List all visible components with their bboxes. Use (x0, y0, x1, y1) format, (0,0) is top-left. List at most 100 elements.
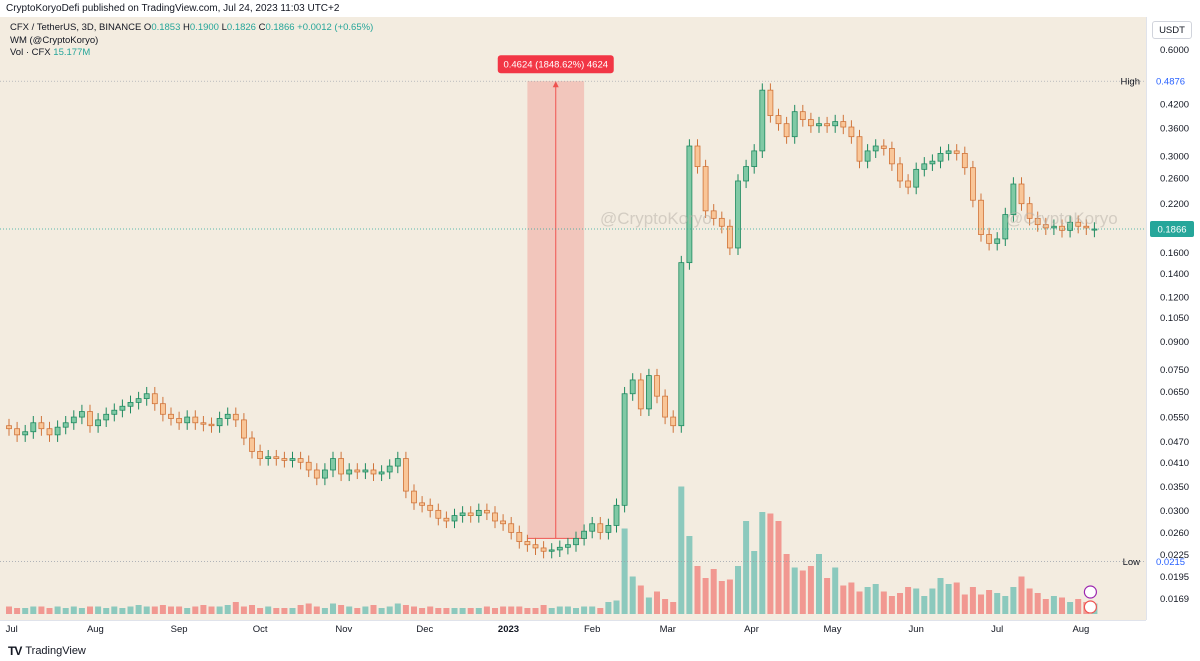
price-tick-label: 0.0650 (1160, 387, 1189, 398)
candle-body (548, 549, 555, 552)
candle-body (686, 145, 693, 264)
volume-bar (921, 596, 928, 614)
economic-event-icon[interactable] (1083, 600, 1098, 614)
price-tick-label: 0.0225 (1160, 550, 1189, 561)
price-tick-label: 0.1400 (1160, 269, 1189, 280)
candle-body (629, 379, 636, 395)
candle-body (791, 111, 798, 138)
volume-bar (751, 551, 758, 614)
time-tick-label: Jul (6, 624, 18, 635)
candle-body (500, 520, 507, 525)
volume-bar (151, 606, 158, 614)
candle-body (832, 121, 839, 127)
candle-body (532, 544, 539, 549)
legend-volume-row[interactable]: Vol · CFX 15.177M (10, 47, 373, 60)
volume-bar (62, 608, 69, 614)
candle-body (459, 512, 466, 516)
candle-body (905, 180, 911, 188)
legend-indicator-row[interactable]: WM (@CryptoKoryo) (10, 35, 373, 48)
candle-body (313, 469, 320, 479)
volume-bar (872, 584, 879, 614)
volume-bar (1026, 588, 1033, 614)
volume-bar (581, 606, 588, 614)
time-tick-label: Aug (1072, 624, 1089, 635)
volume-bar (1059, 597, 1065, 614)
price-tick-label: 0.3000 (1160, 151, 1189, 162)
candle-body (913, 168, 920, 188)
volume-bar (686, 536, 693, 614)
high-marker-value: 0.4876 (1156, 77, 1185, 88)
volume-bar (888, 596, 895, 614)
volume-bar (330, 603, 336, 614)
volume-bar (1002, 596, 1009, 614)
last-price-badge (1150, 221, 1194, 238)
volume-bar (961, 594, 968, 614)
candle-body (127, 401, 134, 407)
candle-body (232, 413, 239, 421)
watermark: @CryptoKoryo (1006, 209, 1118, 228)
price-scale[interactable] (1146, 17, 1200, 620)
candle-body (143, 393, 150, 400)
time-tick-label: Sep (171, 624, 188, 635)
candle-body (394, 458, 401, 467)
time-tick-label: Jul (991, 624, 1003, 635)
candle-body (1075, 221, 1082, 227)
volume-bar (87, 606, 93, 614)
low-marker-label: Low (1123, 557, 1141, 568)
candle-body (257, 451, 264, 459)
price-tick-label: 0.0550 (1160, 413, 1189, 424)
candle-body (103, 413, 110, 421)
tradingview-logo[interactable]: TV TradingView (8, 644, 86, 658)
volume-bar (816, 554, 822, 614)
price-tick-label: 0.0195 (1160, 572, 1189, 583)
candle-body (451, 515, 458, 522)
candle-body (46, 428, 53, 436)
volume-bar (840, 585, 847, 614)
candle-body (79, 411, 85, 418)
volume-bar (354, 608, 361, 614)
candle-body (961, 153, 968, 169)
candle-body (516, 531, 523, 542)
candle-body (192, 416, 199, 424)
volume-bar (929, 588, 936, 614)
candle-body (265, 456, 272, 459)
time-tick-label: Jun (909, 624, 924, 635)
candle-body (897, 163, 903, 182)
volume-bar (832, 567, 839, 614)
price-tick-label: 0.0350 (1160, 482, 1189, 493)
volume-bar (492, 608, 498, 614)
time-scale[interactable] (0, 620, 1146, 638)
footer (0, 638, 1200, 661)
candle-body (953, 150, 960, 154)
volume-bar (265, 606, 272, 614)
volume-bar (208, 606, 215, 614)
volume-bar (986, 590, 993, 614)
price-tick-label: 0.6000 (1160, 45, 1189, 56)
price-tick-label: 0.1600 (1160, 248, 1189, 259)
currency-unit-label: USDT (1159, 25, 1185, 36)
volume-bar (394, 603, 401, 614)
chart-pane[interactable] (0, 17, 1146, 620)
candle-body (864, 150, 871, 162)
volume-bar (346, 606, 353, 614)
candle-body (775, 115, 782, 125)
volume-bar (945, 584, 952, 614)
volume-bar (127, 606, 134, 614)
candle-body (30, 422, 37, 433)
candle-body (240, 419, 247, 439)
candle-body (678, 262, 685, 427)
lightning-event-icon[interactable] (1083, 585, 1098, 599)
volume-bar (467, 608, 474, 614)
time-tick-label: Apr (744, 624, 759, 635)
currency-unit-button[interactable]: USDT (1152, 21, 1192, 39)
volume-bar (168, 606, 174, 614)
candle-body (848, 126, 855, 138)
volume-bar (905, 587, 912, 614)
candle-body (435, 509, 442, 519)
price-tick-label: 0.1200 (1160, 292, 1189, 303)
publish-text: CryptoKoryoDefi published on TradingView… (6, 3, 340, 14)
candle-body (419, 502, 426, 506)
volume-bar (799, 570, 806, 614)
chart-legend: CFX / TetherUS, 3D, BINANCE O0.1853 H0.1… (10, 22, 373, 60)
